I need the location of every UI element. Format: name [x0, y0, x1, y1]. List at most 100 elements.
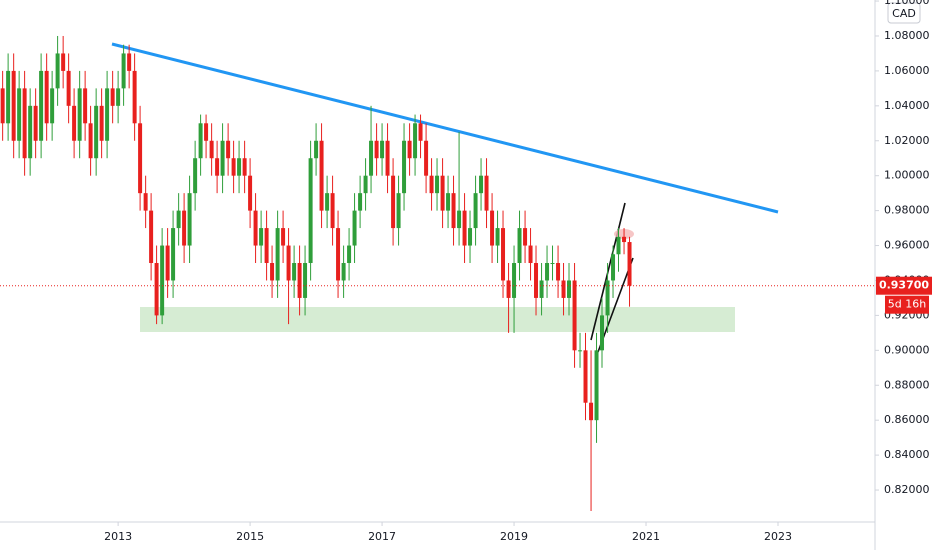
- x-tick-label: 2021: [632, 530, 660, 543]
- candle-body: [182, 210, 187, 246]
- candle-body: [468, 228, 473, 246]
- y-tick-label: 0.86000: [884, 413, 930, 426]
- last-price-box: [876, 276, 932, 295]
- x-tick-label: 2019: [500, 530, 528, 543]
- y-tick-label: 0.90000: [884, 343, 930, 356]
- candle-body: [484, 175, 489, 211]
- candle-body: [275, 228, 280, 281]
- x-tick-label: 2013: [104, 530, 132, 543]
- candle-body: [88, 123, 93, 159]
- candle-body: [132, 70, 137, 124]
- candle-body: [374, 140, 379, 159]
- candle-body: [429, 175, 434, 194]
- candle-body: [418, 123, 423, 141]
- candle-body: [77, 88, 82, 141]
- candle-body: [473, 193, 478, 229]
- candle-body: [336, 228, 341, 281]
- currency: CAD: [892, 7, 916, 20]
- candle-body: [55, 53, 60, 89]
- candle-body: [72, 105, 77, 141]
- candle-body: [605, 280, 610, 316]
- candle-body: [413, 123, 418, 159]
- candle-body: [176, 210, 181, 229]
- candle-body: [204, 123, 209, 141]
- candle-body: [39, 70, 44, 141]
- candle-body: [424, 140, 429, 176]
- candle-body: [83, 88, 88, 124]
- candle-body: [0, 88, 5, 124]
- candle-body: [627, 242, 632, 286]
- support-zone: [140, 307, 735, 332]
- y-tick-label: 1.06000: [884, 64, 930, 77]
- candle-body: [363, 175, 368, 194]
- trend-line: [111, 42, 779, 214]
- candle-body: [138, 123, 143, 194]
- candle-body: [165, 245, 170, 281]
- currency-box: [887, 2, 921, 24]
- candle-body: [440, 175, 445, 211]
- candle-body: [127, 53, 132, 71]
- candle-body: [193, 158, 198, 194]
- candle-body: [407, 140, 412, 159]
- candle-body: [215, 158, 220, 176]
- candle-body: [506, 280, 511, 298]
- candle-body: [352, 210, 357, 246]
- candle-body: [583, 350, 588, 403]
- candle-body: [380, 140, 385, 159]
- candle-body: [402, 140, 407, 194]
- candle-body: [396, 193, 401, 229]
- candle-body: [94, 105, 99, 159]
- candle-body: [220, 140, 225, 176]
- x-tick-label: 2015: [236, 530, 264, 543]
- y-tick-label: 0.82000: [884, 483, 930, 496]
- candle-body: [446, 193, 451, 211]
- candle-body: [160, 245, 165, 316]
- candle-body: [611, 254, 616, 281]
- candle-body: [578, 350, 583, 352]
- candle-body: [292, 263, 297, 281]
- candle-body: [143, 193, 148, 211]
- candle-body: [209, 140, 214, 159]
- candle-body: [242, 158, 247, 176]
- candle-body: [253, 210, 258, 246]
- candle-body: [556, 263, 561, 281]
- candle-body: [330, 193, 335, 229]
- y-tick-label: 1.08000: [884, 29, 930, 42]
- candle-body: [495, 228, 500, 246]
- candle-body: [451, 193, 456, 229]
- candle-body: [6, 70, 11, 124]
- candle-body: [589, 402, 594, 421]
- candle-body: [50, 88, 55, 124]
- candle-body: [28, 105, 33, 159]
- y-tick-label: 0.84000: [884, 448, 930, 461]
- candle-body: [22, 88, 27, 159]
- x-tick-label: 2023: [764, 530, 792, 543]
- candle-body: [303, 263, 308, 298]
- candle-body: [198, 123, 203, 159]
- candle-body: [281, 228, 286, 246]
- candle-body: [385, 140, 390, 176]
- candle-body: [314, 140, 319, 159]
- candle-body: [325, 193, 330, 211]
- candle-body: [572, 280, 577, 351]
- candle-body: [237, 158, 242, 176]
- candle-body: [171, 228, 176, 281]
- candle-body: [286, 245, 291, 281]
- candle-body: [259, 228, 264, 246]
- candle-body: [61, 53, 66, 71]
- candle-body: [11, 70, 16, 141]
- candle-body: [33, 105, 38, 141]
- y-tick-label: 1.00000: [884, 169, 930, 182]
- candles: [0, 35, 632, 511]
- candle-body: [44, 70, 49, 124]
- candle-body: [99, 105, 104, 141]
- countdown: 5d 16h: [888, 298, 926, 311]
- countdown-box: [885, 295, 929, 314]
- candle-body: [369, 140, 374, 176]
- candle-body: [517, 228, 522, 264]
- candle-body: [319, 140, 324, 211]
- candle-body: [622, 236, 627, 243]
- candle-body: [264, 228, 269, 264]
- candle-body: [297, 263, 302, 298]
- candle-body: [594, 350, 599, 421]
